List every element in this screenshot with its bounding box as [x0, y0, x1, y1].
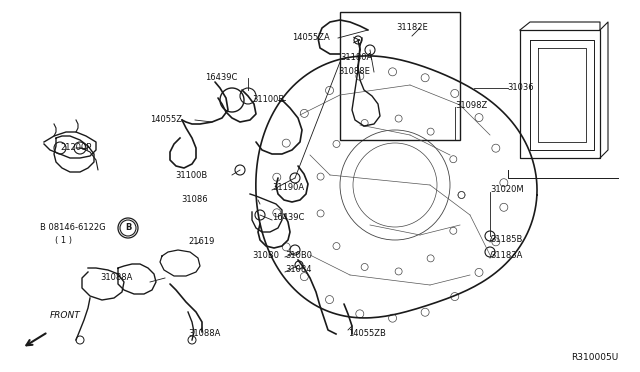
Text: 310B0: 310B0 [285, 250, 312, 260]
Text: 31098Z: 31098Z [455, 100, 487, 109]
Text: 31086: 31086 [181, 196, 208, 205]
Text: 21619: 21619 [188, 237, 214, 247]
Text: FRONT: FRONT [50, 311, 81, 321]
Text: 21200P: 21200P [60, 144, 92, 153]
Text: 31185B: 31185B [490, 235, 522, 244]
Bar [340, 12, 460, 140]
Text: 14055ZA: 14055ZA [292, 33, 330, 42]
Text: 31020M: 31020M [490, 186, 524, 195]
Text: 31182E: 31182E [396, 23, 428, 32]
Text: ( 1 ): ( 1 ) [55, 235, 72, 244]
Text: 31088A: 31088A [100, 273, 132, 282]
Text: 31180A: 31180A [340, 54, 372, 62]
Text: B: B [125, 224, 131, 232]
Text: 14055ZB: 14055ZB [348, 330, 386, 339]
Text: 16439C: 16439C [205, 74, 237, 83]
Text: 31100B: 31100B [176, 170, 208, 180]
Text: 31190A: 31190A [272, 183, 304, 192]
Text: 14055Z: 14055Z [150, 115, 182, 125]
Text: 310B0: 310B0 [252, 250, 279, 260]
Text: 31183A: 31183A [490, 251, 522, 260]
Text: R310005U: R310005U [571, 353, 618, 362]
Text: 16439C: 16439C [272, 214, 305, 222]
Text: 31036: 31036 [508, 83, 534, 93]
Text: 31100B: 31100B [252, 96, 284, 105]
Text: 31088E: 31088E [338, 67, 370, 77]
Text: 31088A: 31088A [188, 330, 220, 339]
Text: B 08146-6122G: B 08146-6122G [40, 224, 106, 232]
Text: 31084: 31084 [285, 266, 312, 275]
